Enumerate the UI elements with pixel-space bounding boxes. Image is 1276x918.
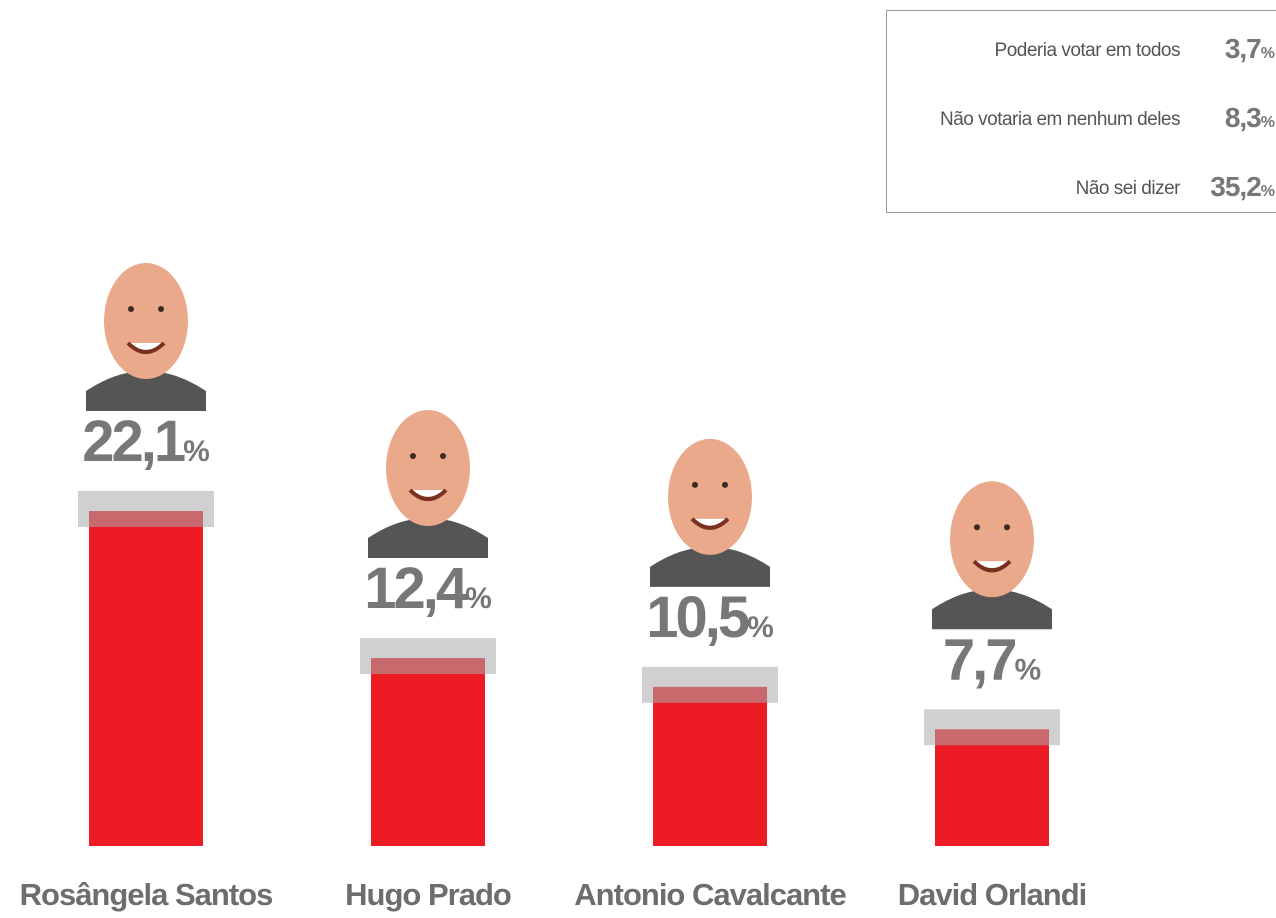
portrait-eye [722, 482, 728, 488]
portrait [932, 481, 1052, 629]
portrait-head [950, 481, 1034, 597]
portrait-head [386, 410, 470, 526]
portrait [650, 439, 770, 587]
portrait-head [668, 439, 752, 555]
bar-cap [78, 491, 214, 527]
other-label: Poderia votar em todos [995, 40, 1180, 61]
portrait-eye [410, 453, 416, 459]
bar-cap [642, 667, 778, 703]
value-label: 10,5% [646, 585, 774, 650]
portrait-eye [158, 306, 164, 312]
other-label: Não votaria em nenhum deles [940, 109, 1180, 130]
value-label: 12,4% [364, 556, 492, 621]
value-label: 22,1% [82, 409, 210, 474]
category-label: Antonio Cavalcante [574, 877, 846, 912]
portrait-eye [692, 482, 698, 488]
portrait-eye [128, 306, 134, 312]
portrait [86, 263, 206, 411]
category-label: Hugo Prado [345, 877, 511, 912]
portrait-eye [440, 453, 446, 459]
chart: 22,1% Rosângela Santos 12,4% Hugo Prado 10,5… [0, 0, 1276, 918]
portrait-head [104, 263, 188, 379]
bar-cap [360, 638, 496, 674]
category-label: David Orlandi [898, 877, 1087, 912]
portrait-eye [974, 524, 980, 530]
portrait-eye [1004, 524, 1010, 530]
other-label: Não sei dizer [1076, 178, 1182, 199]
portrait [368, 410, 488, 558]
value-label: 7,7% [943, 627, 1041, 692]
bar [935, 729, 1049, 846]
bar-cap [924, 709, 1060, 745]
bar [89, 511, 203, 846]
bar [653, 687, 767, 846]
category-label: Rosângela Santos [20, 877, 273, 912]
bar [371, 658, 485, 846]
